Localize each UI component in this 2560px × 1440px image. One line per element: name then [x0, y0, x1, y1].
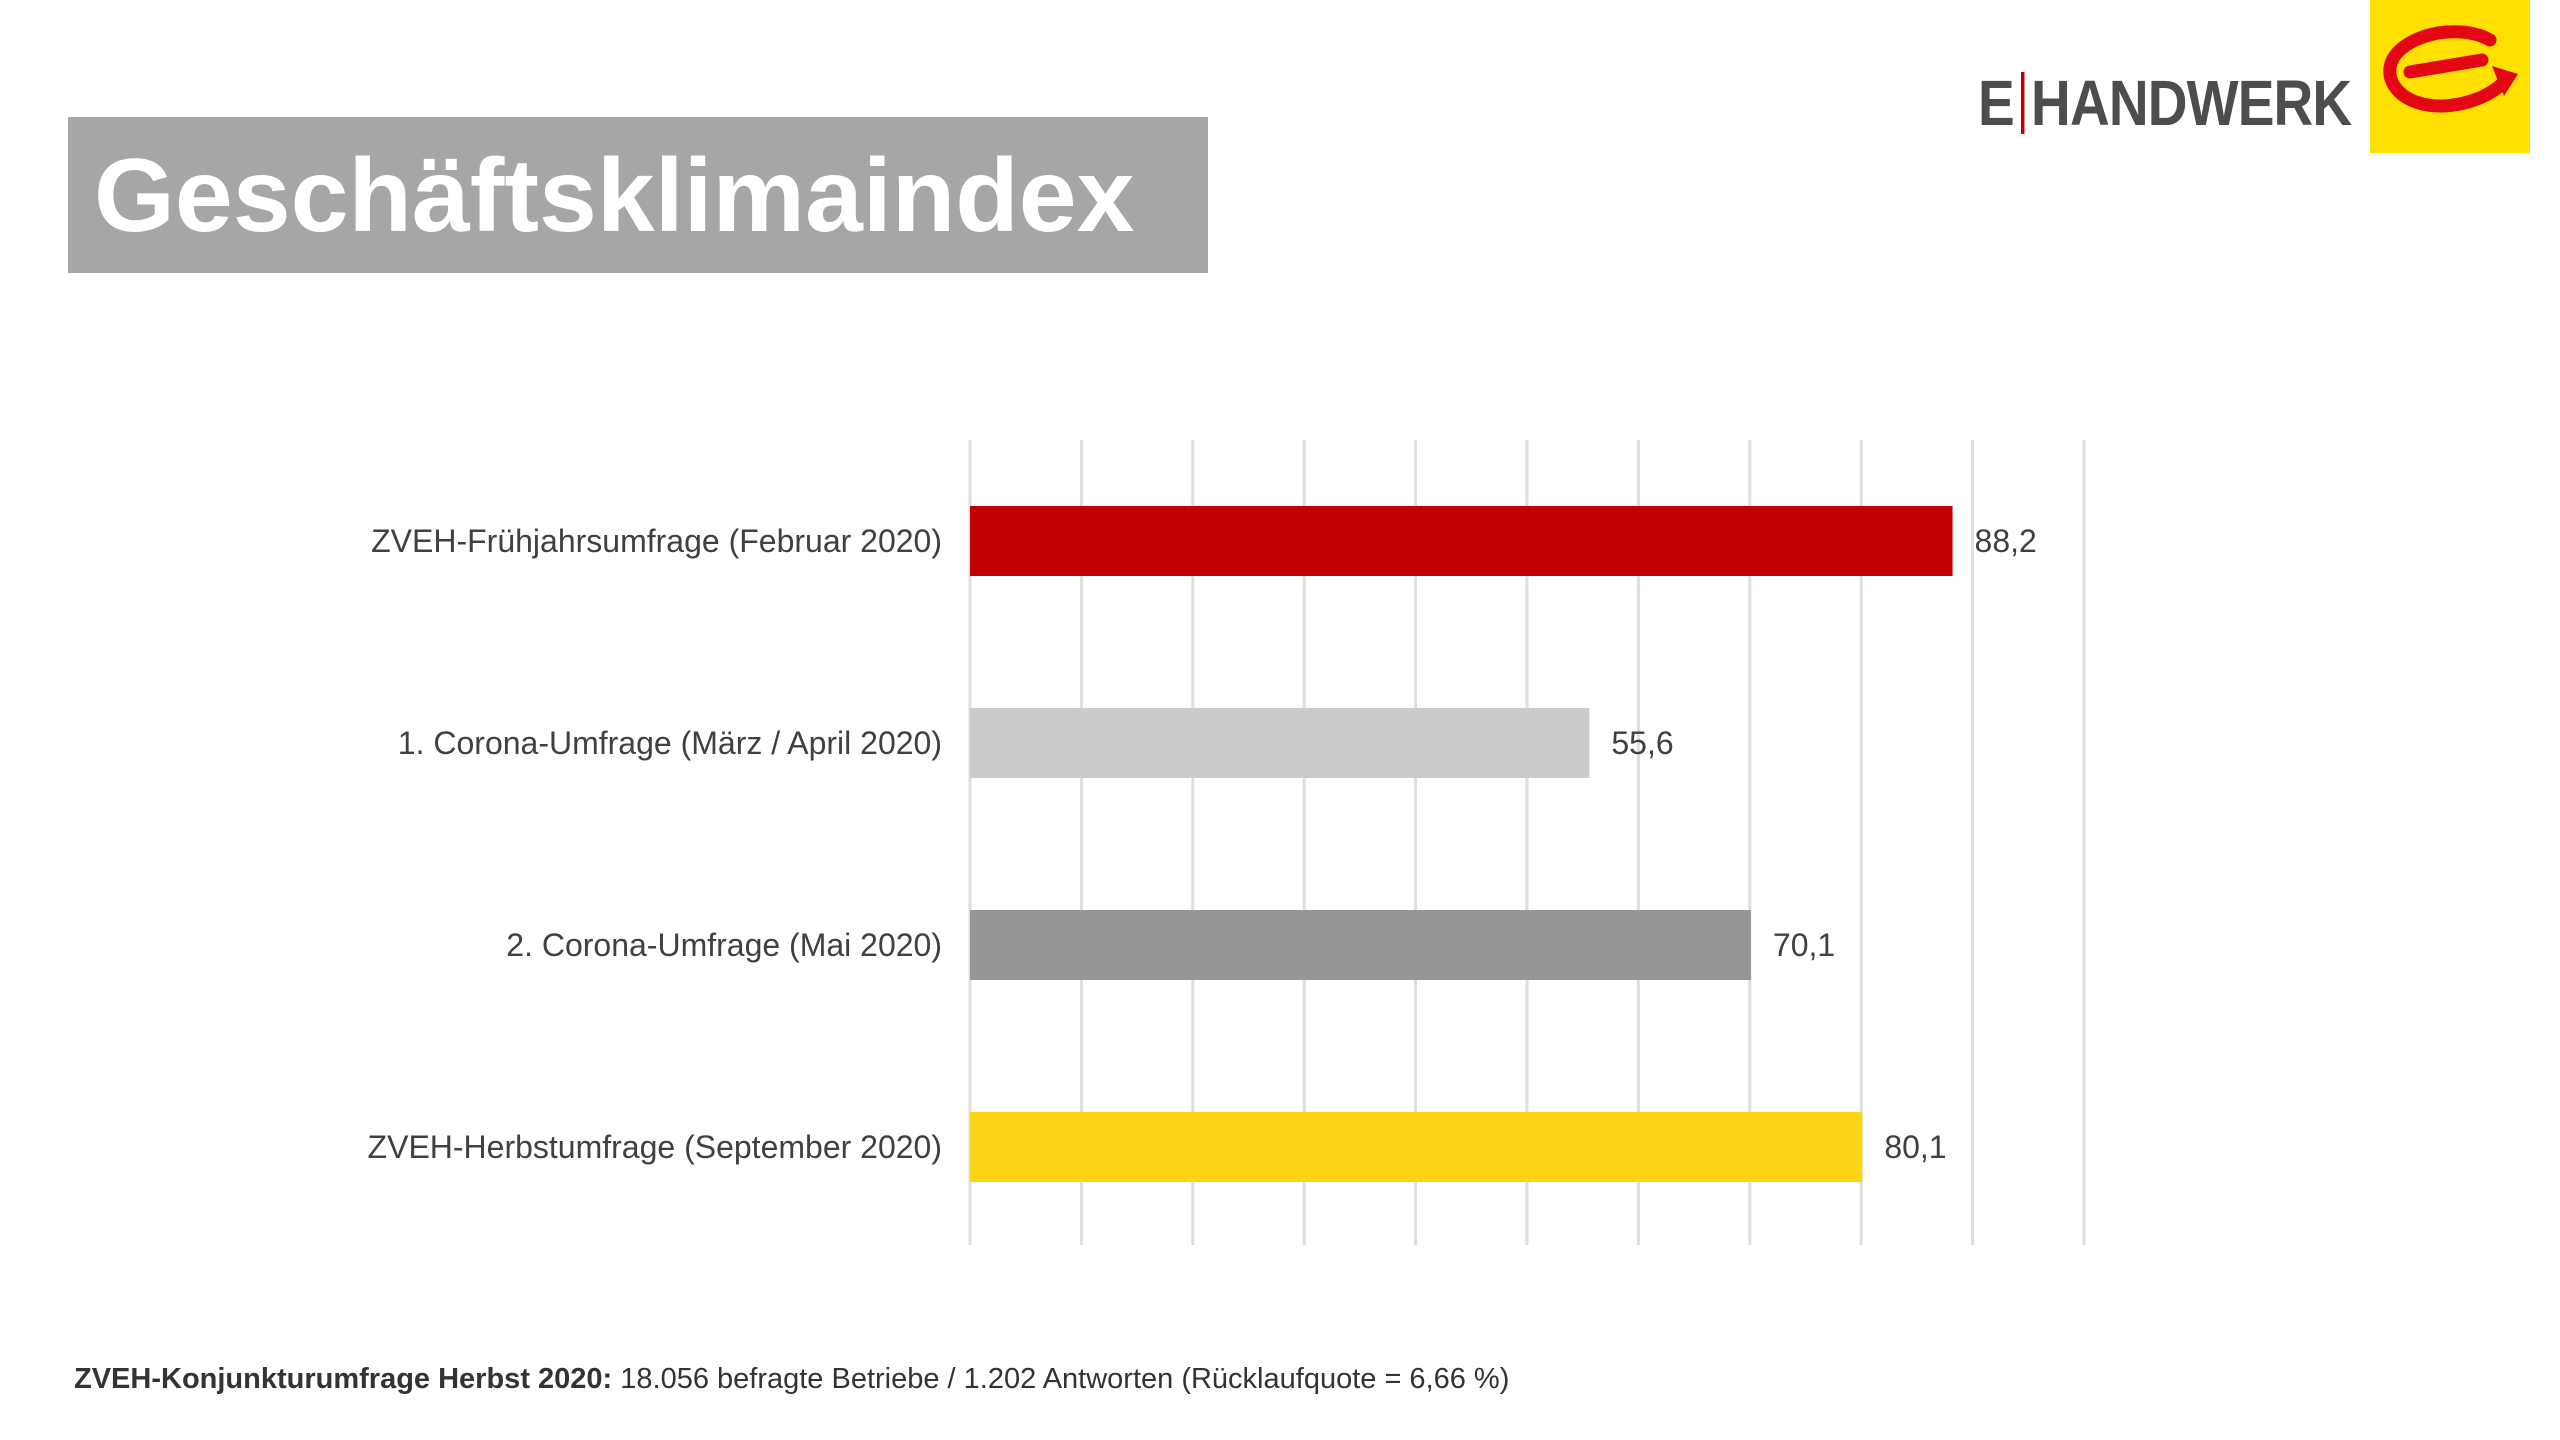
- footnote: ZVEH-Konjunkturumfrage Herbst 2020: 18.0…: [74, 1363, 1509, 1396]
- logo-word: HANDWERK: [2031, 67, 2352, 139]
- data-label: 80,1: [1884, 1129, 1946, 1165]
- logo-separator: [2020, 72, 2025, 134]
- logo-mark-svg: [2383, 25, 2518, 113]
- category-label: ZVEH-Frühjahrsumfrage (Februar 2020): [371, 523, 942, 559]
- footnote-bold: ZVEH-Konjunkturumfrage Herbst 2020:: [74, 1363, 613, 1395]
- logo-letter: E: [1978, 67, 2015, 139]
- e-handwerk-logo: E HANDWERK: [1978, 0, 2530, 153]
- logo-wordmark: E HANDWERK: [1978, 67, 2352, 139]
- category-label: ZVEH-Herbstumfrage (September 2020): [368, 1129, 942, 1165]
- category-label: 2. Corona-Umfrage (Mai 2020): [506, 927, 942, 963]
- page-title: Geschäftsklimaindex: [94, 138, 1135, 254]
- data-label: 70,1: [1773, 927, 1835, 963]
- bar: [970, 1112, 1863, 1182]
- category-label: 1. Corona-Umfrage (März / April 2020): [398, 725, 942, 761]
- data-label: 88,2: [1975, 523, 2037, 559]
- title-banner: Geschäftsklimaindex: [68, 117, 1208, 273]
- footnote-text: 18.056 befragte Betriebe / 1.202 Antwort…: [612, 1363, 1510, 1395]
- bar: [970, 910, 1751, 980]
- bar: [970, 708, 1590, 778]
- data-label: 55,6: [1611, 725, 1673, 761]
- e-handwerk-logo-icon: [2370, 0, 2530, 153]
- bar: [970, 506, 1953, 576]
